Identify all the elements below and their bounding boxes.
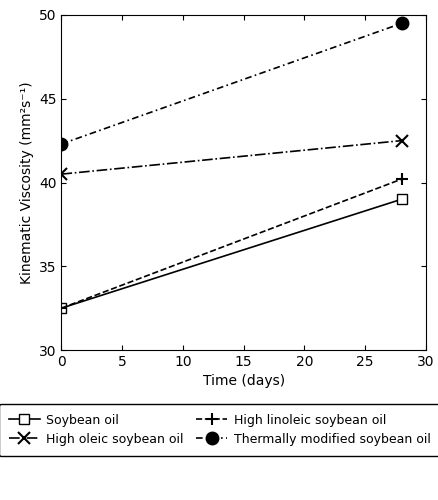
X-axis label: Time (days): Time (days) [202,374,284,388]
Legend: Soybean oil, High oleic soybean oil, High linoleic soybean oil, Thermally modifi: Soybean oil, High oleic soybean oil, Hig… [0,404,438,456]
Y-axis label: Kinematic Viscosity (mm²s⁻¹): Kinematic Viscosity (mm²s⁻¹) [20,81,33,284]
